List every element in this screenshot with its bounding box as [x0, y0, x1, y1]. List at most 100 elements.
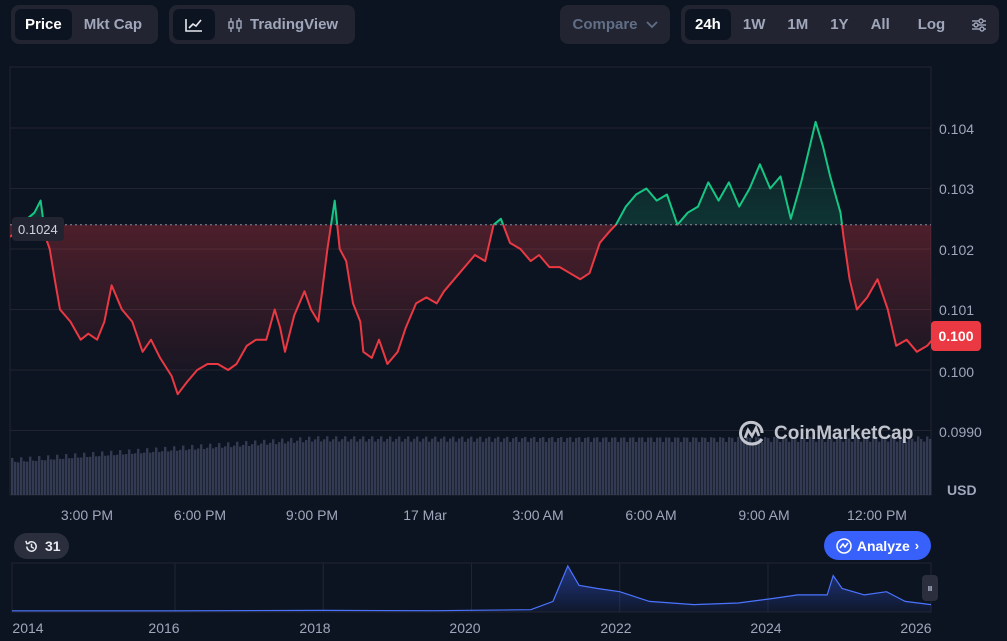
volume-bar — [827, 436, 830, 495]
volume-bar — [443, 436, 446, 495]
volume-bar — [287, 441, 290, 495]
candlestick-icon — [228, 17, 242, 32]
volume-bar — [104, 455, 107, 495]
volume-bar — [116, 454, 119, 495]
volume-bar — [761, 441, 764, 495]
volume-bar — [245, 441, 248, 495]
volume-bar — [464, 441, 467, 495]
volume-bar — [926, 436, 929, 495]
volume-bar — [836, 436, 839, 495]
price-tab[interactable]: Price — [15, 9, 72, 40]
volume-bar — [362, 436, 365, 495]
volume-bar — [35, 460, 38, 495]
volume-bar — [587, 437, 590, 495]
x-tick-label: 9:00 AM — [738, 507, 790, 523]
volume-bar — [722, 437, 725, 495]
volume-bar — [788, 441, 791, 495]
volume-bar — [170, 450, 173, 495]
coinmarketcap-logo-icon — [739, 420, 764, 446]
volume-bar — [800, 436, 803, 495]
analyze-button[interactable]: Analyze › — [824, 531, 931, 560]
volume-bar — [773, 436, 776, 495]
volume-bar — [473, 441, 476, 495]
volume-bar — [917, 436, 920, 495]
volume-bar — [329, 441, 332, 495]
volume-bar — [509, 441, 512, 495]
volume-bar — [404, 438, 407, 495]
volume-bar — [671, 441, 674, 495]
volume-bar — [581, 441, 584, 495]
volume-bar — [743, 441, 746, 495]
volume-bar — [557, 437, 560, 495]
time-range-toggle: 24h 1W 1M 1Y All Log — [681, 5, 999, 44]
volume-bar — [791, 436, 794, 495]
volume-bar — [20, 457, 23, 495]
volume-bar — [131, 453, 134, 495]
chart-settings-button[interactable] — [963, 9, 995, 40]
price-series-group — [10, 120, 931, 396]
volume-bar — [86, 456, 89, 495]
x-tick-label: 6:00 PM — [173, 507, 227, 523]
history-icon — [25, 540, 37, 552]
navigator-area — [12, 566, 931, 612]
volume-bar — [686, 437, 689, 495]
volume-bar — [608, 441, 611, 495]
range-1y[interactable]: 1Y — [830, 16, 849, 33]
history-badge[interactable]: 31 — [14, 533, 69, 559]
volume-bar — [470, 436, 473, 495]
volume-bar — [575, 437, 578, 495]
x-tick-label: 3:00 PM — [60, 507, 114, 523]
volume-bar — [617, 441, 620, 495]
volume-bar — [848, 438, 851, 495]
volume-bar — [506, 436, 509, 495]
volume-bar — [185, 450, 188, 495]
volume-bar — [56, 454, 59, 495]
volume-bar — [212, 448, 215, 495]
volume-bar — [476, 438, 479, 495]
range-24h[interactable]: 24h — [685, 9, 731, 40]
range-1m[interactable]: 1M — [787, 16, 809, 33]
range-1w[interactable]: 1W — [742, 16, 766, 33]
line-chart-button[interactable] — [173, 9, 215, 40]
volume-bar — [314, 439, 317, 495]
range-all[interactable]: All — [870, 16, 890, 33]
mktcap-tab[interactable]: Mkt Cap — [83, 16, 143, 33]
volume-bar — [923, 441, 926, 495]
volume-bar — [572, 441, 575, 495]
volume-bar — [308, 436, 311, 495]
volume-bar — [455, 441, 458, 495]
volume-bar — [845, 436, 848, 495]
volume-bar — [479, 436, 482, 495]
y-tick-label: 0.104 — [939, 121, 975, 137]
tradingview-button[interactable]: TradingView — [217, 9, 348, 40]
volume-bar — [635, 441, 638, 495]
volume-bar — [629, 437, 632, 495]
volume-bar — [398, 436, 401, 495]
volume-bar — [242, 444, 245, 495]
volume-bar — [155, 447, 158, 495]
volume-bar — [209, 443, 212, 495]
volume-bar — [137, 448, 140, 495]
volume-bar — [431, 438, 434, 495]
volume-bar — [161, 451, 164, 495]
log-scale-button[interactable]: Log — [917, 16, 946, 33]
volume-bar — [632, 437, 635, 495]
navigator-handle[interactable]: ⏸ — [922, 575, 938, 601]
volume-bar — [776, 438, 779, 495]
volume-bar — [215, 447, 218, 495]
volume-bar — [713, 437, 716, 495]
volume-bar — [689, 441, 692, 495]
volume-bar — [95, 456, 98, 495]
price-line-down — [10, 224, 931, 396]
volume-bar — [779, 441, 782, 495]
volume-bar — [599, 441, 602, 495]
volume-bar — [548, 438, 551, 495]
chevron-right-icon: › — [914, 538, 920, 553]
volume-bar — [803, 438, 806, 495]
volume-bar — [119, 450, 122, 495]
compare-dropdown[interactable]: Compare — [560, 5, 670, 44]
volume-bar — [191, 444, 194, 495]
volume-bar — [497, 436, 500, 495]
volume-bar — [101, 451, 104, 495]
